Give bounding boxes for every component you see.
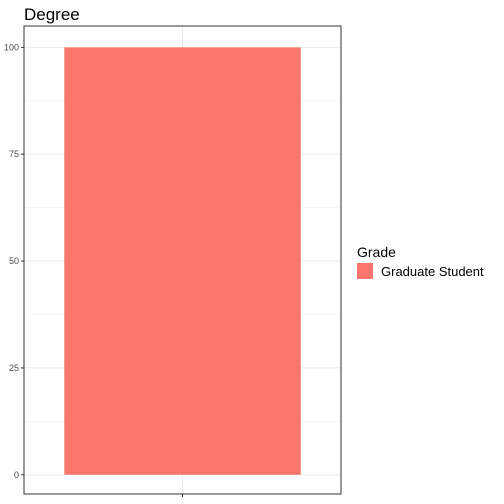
legend: Grade Graduate Student	[357, 244, 484, 279]
y-tick-label: 100	[4, 42, 19, 52]
legend-label-graduate-student: Graduate Student	[381, 264, 484, 279]
y-axis: 0 25 50 75 100	[4, 42, 183, 497]
legend-title: Grade	[357, 244, 396, 260]
y-tick-label: 50	[9, 256, 19, 266]
y-tick-label: 25	[9, 363, 19, 373]
y-tick-label: 0	[14, 470, 19, 480]
chart-title: Degree	[24, 5, 80, 24]
bars	[64, 47, 301, 475]
y-tick-label: 75	[9, 149, 19, 159]
legend-key-graduate-student	[357, 263, 373, 279]
bar	[64, 47, 301, 475]
